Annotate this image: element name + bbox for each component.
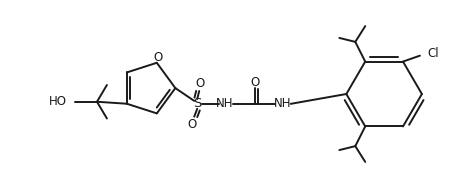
- Text: NH: NH: [274, 97, 291, 110]
- Text: O: O: [250, 76, 259, 89]
- Text: HO: HO: [49, 95, 67, 108]
- Text: O: O: [188, 118, 197, 131]
- Text: O: O: [153, 51, 163, 64]
- Text: S: S: [193, 97, 202, 110]
- Text: NH: NH: [216, 97, 234, 110]
- Text: Cl: Cl: [428, 47, 439, 60]
- Text: O: O: [196, 77, 205, 90]
